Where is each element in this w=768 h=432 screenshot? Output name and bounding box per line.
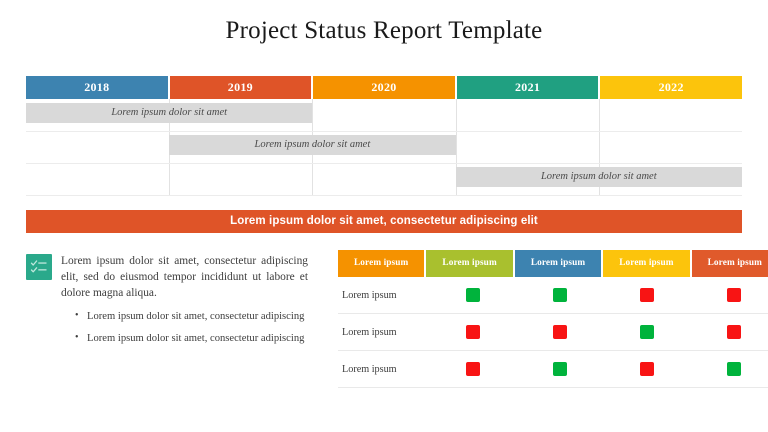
- table-row: Lorem ipsum: [338, 351, 768, 388]
- status-column-header-3[interactable]: Lorem ipsum: [514, 250, 602, 277]
- summary-bullet-list: Lorem ipsum dolor sit amet, consectetur …: [61, 309, 308, 347]
- status-table-body: Lorem ipsum Lorem ipsum Lorem ipsum: [338, 277, 768, 388]
- status-indicator-green[interactable]: [640, 325, 655, 339]
- timeline-year-2018[interactable]: 2018: [26, 76, 168, 99]
- timeline-year-2020[interactable]: 2020: [313, 76, 455, 99]
- timeline-row: Lorem ipsum dolor sit amet: [26, 131, 742, 163]
- status-indicator-red[interactable]: [640, 362, 655, 376]
- timeline-row: Lorem ipsum dolor sit amet: [26, 163, 742, 195]
- status-indicator-green[interactable]: [727, 362, 742, 376]
- status-column-header-1[interactable]: Lorem ipsum: [338, 250, 425, 277]
- timeline-column-divider: [455, 99, 457, 196]
- lower-section: Lorem ipsum dolor sit amet, consectetur …: [26, 250, 768, 420]
- timeline-row-divider: [26, 195, 742, 196]
- status-row-label: Lorem ipsum: [342, 363, 397, 375]
- summary-bullet-item: Lorem ipsum dolor sit amet, consectetur …: [75, 331, 308, 346]
- timeline-column-divider: [598, 99, 600, 196]
- status-cell: [429, 288, 516, 302]
- status-indicator-green[interactable]: [553, 362, 567, 376]
- status-cell: [604, 288, 691, 302]
- status-indicator-red[interactable]: [640, 288, 655, 302]
- timeline-year-2021[interactable]: 2021: [456, 76, 599, 99]
- summary-panel: Lorem ipsum dolor sit amet, consectetur …: [26, 250, 308, 354]
- status-cell: [691, 288, 768, 302]
- status-indicator-green[interactable]: [465, 288, 480, 302]
- gantt-bar[interactable]: Lorem ipsum dolor sit amet: [169, 135, 456, 155]
- status-indicator-red[interactable]: [465, 325, 480, 339]
- timeline-row-divider: [26, 131, 742, 132]
- section-banner: Lorem ipsum dolor sit amet, consectetur …: [26, 210, 742, 233]
- status-cell: [516, 362, 603, 376]
- status-indicator-red[interactable]: [727, 325, 742, 339]
- timeline-year-2019[interactable]: 2019: [169, 76, 312, 99]
- status-indicator-green[interactable]: [553, 288, 567, 302]
- timeline-chart: 2018 2019 2020 2021 2022 Lorem ipsum dolor s…: [26, 76, 742, 196]
- checklist-icon: [26, 254, 52, 280]
- status-indicator-red[interactable]: [553, 325, 567, 339]
- status-cell: [516, 325, 603, 339]
- timeline-grid: Lorem ipsum dolor sit amet Lorem ipsum do…: [26, 99, 742, 196]
- status-row-label: Lorem ipsum: [342, 326, 397, 338]
- status-column-header-2[interactable]: Lorem ipsum: [426, 250, 513, 277]
- status-table-header: Lorem ipsum Lorem ipsum Lorem ipsum Lorem i…: [338, 250, 768, 277]
- status-column-header-4[interactable]: Lorem ipsum: [603, 250, 690, 277]
- timeline-row-divider: [26, 163, 742, 164]
- gantt-bar[interactable]: Lorem ipsum dolor sit amet: [26, 103, 313, 123]
- summary-text: Lorem ipsum dolor sit amet, consectetur …: [61, 253, 308, 354]
- status-cell: [429, 362, 516, 376]
- status-cell: [516, 288, 603, 302]
- status-cell: [604, 362, 691, 376]
- status-row-label: Lorem ipsum: [342, 289, 397, 301]
- status-table: Lorem ipsum Lorem ipsum Lorem ipsum Lorem i…: [338, 250, 768, 388]
- status-indicator-red[interactable]: [465, 362, 480, 376]
- page-title: Project Status Report Template: [225, 17, 543, 44]
- status-indicator-red[interactable]: [727, 288, 742, 302]
- timeline-year-2022[interactable]: 2022: [600, 76, 742, 99]
- timeline-row: Lorem ipsum dolor sit amet: [26, 99, 742, 131]
- table-row: Lorem ipsum: [338, 277, 768, 314]
- summary-paragraph: Lorem ipsum dolor sit amet, consectetur …: [61, 255, 308, 300]
- gantt-bar[interactable]: Lorem ipsum dolor sit amet: [455, 167, 742, 187]
- table-row: Lorem ipsum: [338, 314, 768, 351]
- summary-bullet-item: Lorem ipsum dolor sit amet, consectetur …: [75, 309, 308, 324]
- status-cell: [691, 325, 768, 339]
- timeline-year-header: 2018 2019 2020 2021 2022: [26, 76, 742, 99]
- status-cell: [691, 362, 768, 376]
- status-cell: [429, 325, 516, 339]
- status-column-header-5[interactable]: Lorem ipsum: [691, 250, 768, 277]
- status-cell: [604, 325, 691, 339]
